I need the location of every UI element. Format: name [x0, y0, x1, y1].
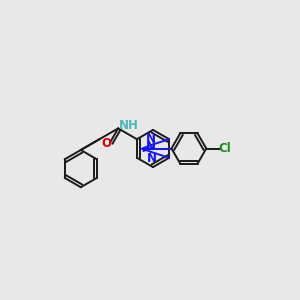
Text: N: N	[147, 152, 157, 165]
Text: N: N	[146, 140, 155, 154]
Text: N: N	[146, 132, 156, 146]
Text: Cl: Cl	[219, 142, 232, 155]
Text: NH: NH	[119, 119, 139, 132]
Text: O: O	[101, 137, 112, 150]
